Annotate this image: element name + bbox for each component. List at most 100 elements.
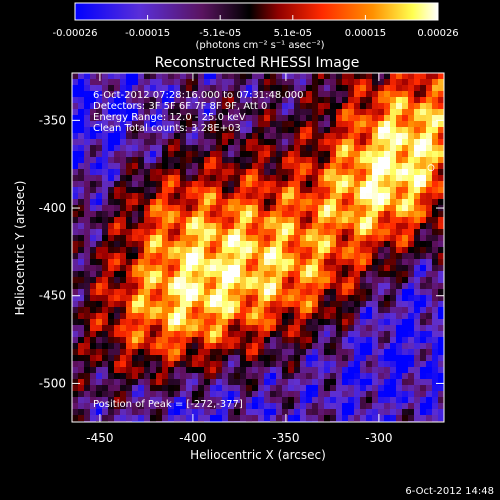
heatmap-cell bbox=[126, 385, 133, 392]
heatmap-cell bbox=[102, 175, 109, 182]
heatmap-cell bbox=[138, 325, 145, 332]
heatmap-cell bbox=[384, 349, 391, 356]
heatmap-cell bbox=[150, 349, 157, 356]
heatmap-cell bbox=[198, 361, 205, 368]
heatmap-cell bbox=[342, 199, 349, 206]
heatmap-cell bbox=[330, 415, 337, 422]
heatmap-cell bbox=[156, 361, 163, 368]
heatmap-cell bbox=[360, 403, 367, 410]
heatmap-cell bbox=[336, 409, 343, 416]
heatmap-cell bbox=[396, 121, 403, 128]
heatmap-cell bbox=[78, 85, 85, 92]
heatmap-cell bbox=[300, 283, 307, 290]
heatmap-cell bbox=[72, 283, 79, 290]
heatmap-cell bbox=[240, 337, 247, 344]
heatmap-cell bbox=[222, 331, 229, 338]
heatmap-cell bbox=[300, 121, 307, 128]
heatmap-cell bbox=[216, 79, 223, 86]
heatmap-cell bbox=[414, 301, 421, 308]
heatmap-cell bbox=[114, 289, 121, 296]
heatmap-cell bbox=[78, 247, 85, 254]
heatmap-cell bbox=[396, 259, 403, 266]
heatmap-cell bbox=[438, 223, 444, 230]
heatmap-cell bbox=[132, 283, 139, 290]
heatmap-cell bbox=[282, 265, 289, 272]
heatmap-cell bbox=[354, 283, 361, 290]
heatmap-cell bbox=[288, 325, 295, 332]
heatmap-cell bbox=[180, 343, 187, 350]
heatmap-cell bbox=[264, 307, 271, 314]
heatmap-cell bbox=[336, 193, 343, 200]
heatmap-cell bbox=[168, 385, 175, 392]
heatmap-cell bbox=[318, 403, 325, 410]
heatmap-cell bbox=[282, 145, 289, 152]
heatmap-cell bbox=[120, 241, 127, 248]
heatmap-cell bbox=[210, 409, 217, 416]
heatmap-cell bbox=[168, 229, 175, 236]
heatmap-cell bbox=[390, 277, 397, 284]
heatmap-cell bbox=[354, 313, 361, 320]
heatmap-cell bbox=[390, 307, 397, 314]
heatmap-cell bbox=[426, 307, 433, 314]
heatmap-cell bbox=[168, 103, 175, 110]
heatmap-cell bbox=[216, 337, 223, 344]
heatmap-cell bbox=[144, 403, 151, 410]
heatmap-cell bbox=[342, 73, 349, 80]
heatmap-cell bbox=[390, 385, 397, 392]
heatmap-cell bbox=[258, 391, 265, 398]
heatmap-cell bbox=[120, 121, 127, 128]
heatmap-cell bbox=[246, 403, 253, 410]
heatmap-cell bbox=[96, 319, 103, 326]
heatmap-cell bbox=[312, 163, 319, 170]
heatmap-cell bbox=[126, 169, 133, 176]
heatmap-cell bbox=[126, 283, 133, 290]
heatmap-cell bbox=[354, 97, 361, 104]
heatmap-cell bbox=[300, 331, 307, 338]
heatmap-cell bbox=[252, 253, 259, 260]
heatmap-cell bbox=[96, 385, 103, 392]
heatmap-cell bbox=[432, 373, 439, 380]
heatmap-cell bbox=[432, 247, 439, 254]
heatmap-cell bbox=[120, 97, 127, 104]
heatmap-cell bbox=[126, 97, 133, 104]
heatmap-cell bbox=[102, 361, 109, 368]
colorbar-tick-label: -5.1e-05 bbox=[199, 28, 241, 39]
heatmap-cell bbox=[282, 91, 289, 98]
heatmap-cell bbox=[300, 157, 307, 164]
heatmap-cell bbox=[228, 121, 235, 128]
heatmap-cell bbox=[420, 373, 427, 380]
heatmap-cell bbox=[174, 373, 181, 380]
heatmap-cell bbox=[186, 79, 193, 86]
heatmap-cell bbox=[408, 133, 415, 140]
heatmap-cell bbox=[276, 115, 283, 122]
heatmap-cell bbox=[144, 373, 151, 380]
heatmap-cell bbox=[372, 139, 379, 146]
heatmap-cell bbox=[108, 301, 115, 308]
heatmap-cell bbox=[390, 289, 397, 296]
heatmap-cell bbox=[438, 193, 444, 200]
heatmap-cell bbox=[384, 277, 391, 284]
heatmap-cell bbox=[408, 193, 415, 200]
heatmap-cell bbox=[438, 367, 444, 374]
heatmap-cell bbox=[390, 133, 397, 140]
heatmap-cell bbox=[276, 235, 283, 242]
heatmap-cell bbox=[318, 193, 325, 200]
heatmap-cell bbox=[372, 121, 379, 128]
heatmap-cell bbox=[378, 163, 385, 170]
heatmap-cell bbox=[222, 265, 229, 272]
heatmap-cell bbox=[306, 91, 313, 98]
heatmap-cell bbox=[198, 205, 205, 212]
heatmap-cell bbox=[330, 397, 337, 404]
heatmap-cell bbox=[192, 223, 199, 230]
heatmap-cell bbox=[276, 229, 283, 236]
heatmap-cell bbox=[366, 253, 373, 260]
heatmap-cell bbox=[252, 205, 259, 212]
heatmap-cell bbox=[102, 253, 109, 260]
heatmap-cell bbox=[354, 127, 361, 134]
heatmap-cell bbox=[138, 337, 145, 344]
heatmap-cell bbox=[162, 199, 169, 206]
heatmap-cell bbox=[156, 127, 163, 134]
heatmap-cell bbox=[162, 151, 169, 158]
heatmap-cell bbox=[126, 79, 133, 86]
